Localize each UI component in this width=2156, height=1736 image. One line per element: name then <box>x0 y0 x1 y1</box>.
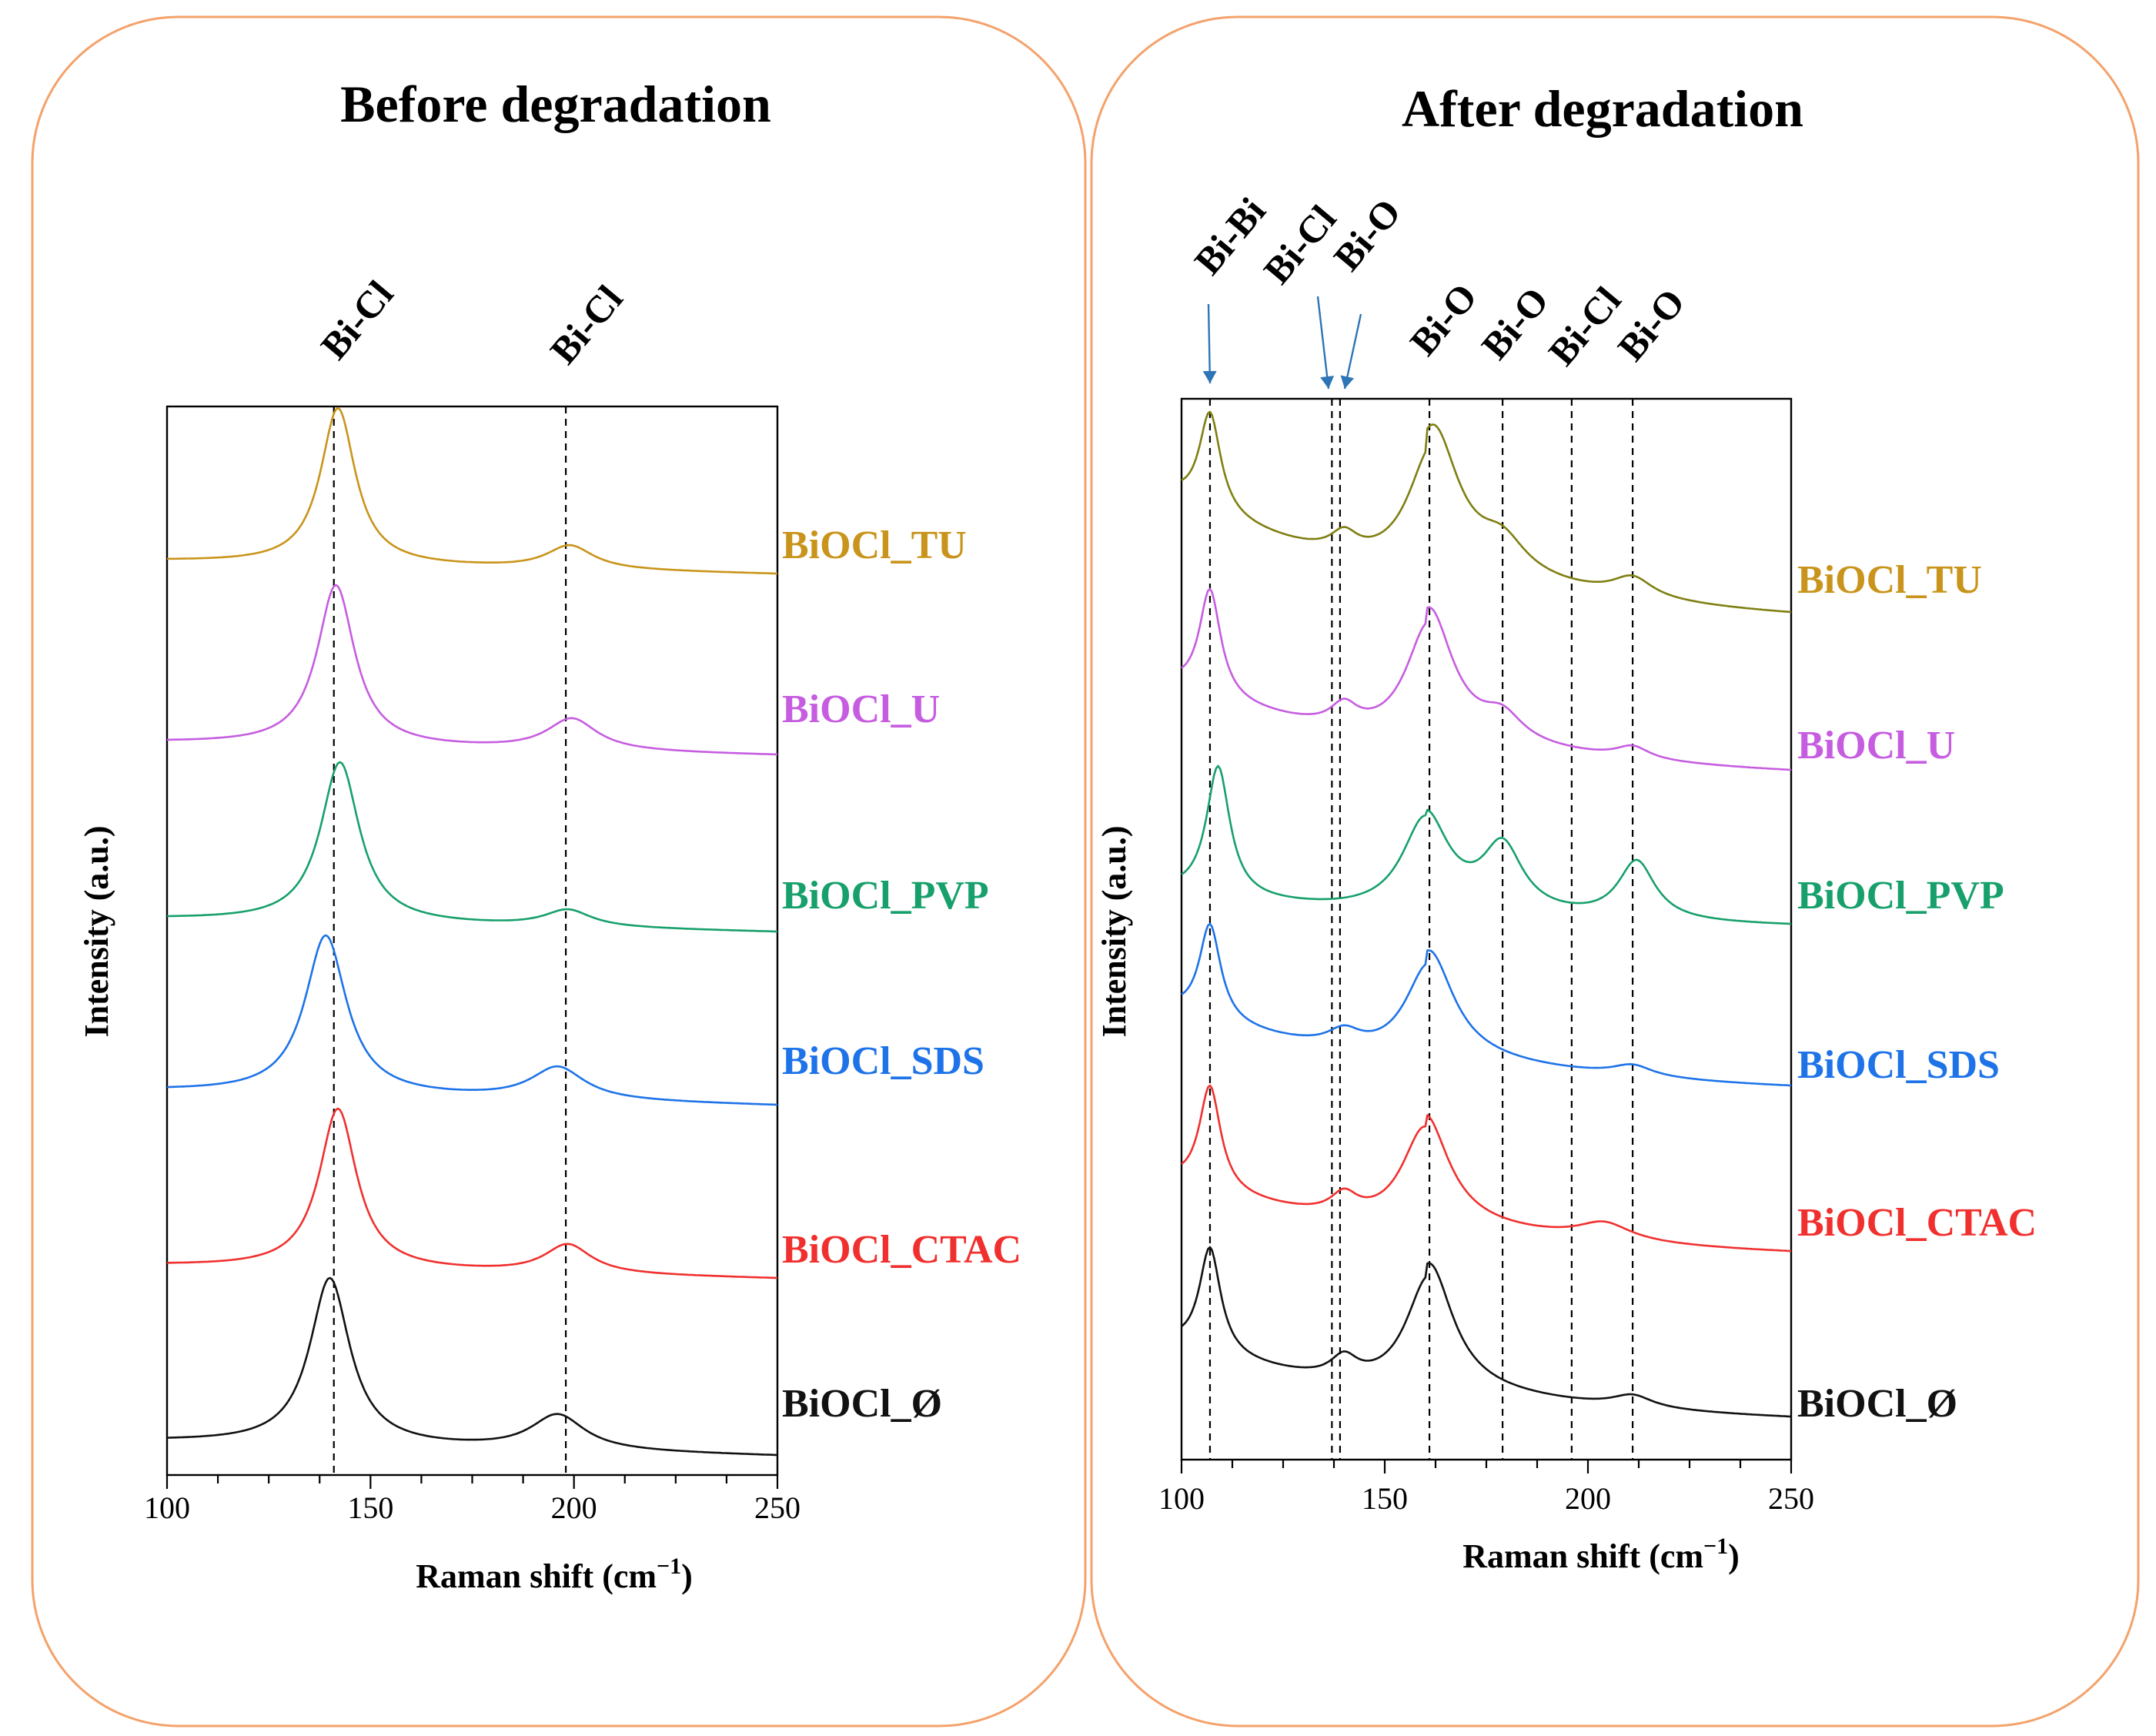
after-series-line-BiOCl_SDS <box>1181 922 1792 1087</box>
before-x-tick-label: 200 <box>551 1490 597 1525</box>
before-series-line-BiOCl_CTAC <box>167 1107 778 1279</box>
after-x-tick-label: 250 <box>1768 1481 1814 1516</box>
before-plot-frame <box>165 405 779 1477</box>
before-series-line-BiOCl_PVP <box>167 761 778 933</box>
before-series-label-BiOCl_TU: BiOCl_TU <box>782 523 967 567</box>
before-y-axis-label: Intensity (a.u.) <box>78 825 115 1037</box>
before-peak-label: Bi-Cl <box>313 273 402 367</box>
after-series-label-BiOCl_TU: BiOCl_TU <box>1797 558 1982 602</box>
peak-arrow <box>1207 303 1212 384</box>
before-series-line-BiOCl_TU <box>166 406 778 575</box>
before-peak-label: Bi-Cl <box>542 277 631 372</box>
after-series-label-BiOCl_U: BiOCl_U <box>1797 724 1955 768</box>
before-x-axis-label: Raman shift (cm−1) <box>416 1554 693 1595</box>
peak-arrow <box>1343 313 1362 390</box>
after-peak-label: Bi-Cl <box>1540 279 1630 373</box>
before-series-label-BiOCl_Ø: BiOCl_Ø <box>782 1382 942 1426</box>
after-x-tick-label: 200 <box>1565 1481 1611 1516</box>
after-x-tick-label: 100 <box>1158 1481 1205 1516</box>
panel-after-frame <box>1090 15 2140 1728</box>
after-plot: 100 150 200 250Bi-BiBi-ClBi-OBi-OBi-OBi-ClB… <box>1158 189 2037 1516</box>
arrow-head <box>1202 370 1217 383</box>
after-series-label-BiOCl_CTAC: BiOCl_CTAC <box>1797 1201 2037 1245</box>
before-series-label-BiOCl_PVP: BiOCl_PVP <box>782 874 989 918</box>
after-series-label-BiOCl_PVP: BiOCl_PVP <box>1797 874 2004 918</box>
before-x-tick-label: 150 <box>347 1490 393 1525</box>
before-series-line-BiOCl_U <box>167 584 778 756</box>
after-peak-label: Bi-O <box>1402 275 1486 363</box>
after-series-line-BiOCl_TU <box>1181 410 1792 614</box>
before-panel-title: Before degradation <box>340 75 771 133</box>
after-series-label-BiOCl_Ø: BiOCl_Ø <box>1797 1382 1957 1426</box>
before-series-line-BiOCl_SDS <box>167 934 778 1106</box>
after-series-label-BiOCl_SDS: BiOCl_SDS <box>1797 1043 2000 1087</box>
after-panel-title: After degradation <box>1402 79 1803 138</box>
before-series-label-BiOCl_SDS: BiOCl_SDS <box>782 1039 984 1083</box>
after-series-line-BiOCl_Ø <box>1181 1246 1792 1418</box>
before-series-label-BiOCl_U: BiOCl_U <box>782 687 940 731</box>
after-series-line-BiOCl_PVP <box>1181 764 1792 925</box>
after-peak-label: Bi-O <box>1609 280 1693 369</box>
after-peak-label: Bi-O <box>1473 279 1557 367</box>
after-x-axis-label: Raman shift (cm−1) <box>1462 1534 1740 1575</box>
after-peak-label: Bi-O <box>1325 190 1409 279</box>
after-x-tick-label: 150 <box>1362 1481 1408 1516</box>
arrow-head <box>1340 375 1355 389</box>
arrow-head <box>1320 376 1335 389</box>
before-x-tick-label: 100 <box>144 1490 190 1525</box>
after-y-axis-label: Intensity (a.u.) <box>1095 825 1133 1037</box>
before-x-tick-label: 250 <box>754 1490 801 1525</box>
before-series-line-BiOCl_Ø <box>167 1276 778 1457</box>
peak-arrow <box>1316 296 1330 390</box>
before-plot: 100 150 200 250 Bi-Cl Bi-Cl BiOCl_TU BiOCl_U BiO… <box>144 273 1021 1525</box>
after-series-line-BiOCl_CTAC <box>1181 1084 1792 1253</box>
panel-before-frame <box>31 15 1087 1728</box>
before-series-label-BiOCl_CTAC: BiOCl_CTAC <box>782 1228 1021 1272</box>
after-series-line-BiOCl_U <box>1181 587 1792 771</box>
after-plot-frame <box>1180 397 1793 1461</box>
